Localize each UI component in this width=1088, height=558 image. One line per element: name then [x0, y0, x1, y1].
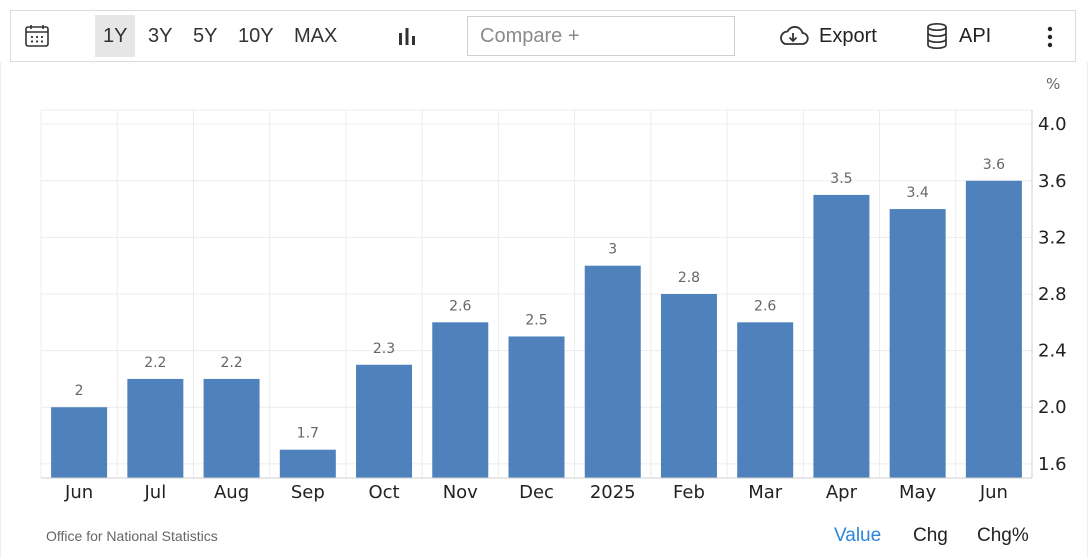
- y-tick-label: 2.4: [1038, 341, 1067, 362]
- chart-toolbar: 1Y 3Y 5Y 10Y MAX Export: [10, 10, 1076, 62]
- bar[interactable]: [279, 449, 336, 478]
- bar[interactable]: [737, 322, 794, 478]
- api-label: API: [959, 24, 992, 47]
- data-label: 2.6: [754, 298, 776, 314]
- compare-input[interactable]: [467, 16, 735, 56]
- y-tick-label: 3.2: [1038, 227, 1067, 248]
- range-3y-button[interactable]: 3Y: [148, 24, 173, 47]
- tab-chg[interactable]: Chg: [913, 525, 948, 546]
- x-tick-label: Dec: [519, 482, 554, 503]
- more-vertical-icon[interactable]: [1041, 23, 1059, 51]
- data-label: 2.2: [144, 355, 166, 371]
- bar-chart: 2 Jun 2.2 Jul 2.2 Aug 1.7 Sep 2.3 Oct 2.6 Nov 2.5 Dec…: [40, 75, 1067, 503]
- data-label: 2.3: [373, 341, 395, 357]
- bar[interactable]: [432, 322, 489, 478]
- x-tick-label: Jun: [64, 482, 93, 503]
- bar[interactable]: [356, 364, 413, 478]
- bar[interactable]: [813, 194, 870, 478]
- x-tick-label: Mar: [748, 482, 783, 503]
- database-icon: [925, 22, 949, 50]
- x-tick-label: Sep: [291, 482, 325, 503]
- chart-area: 2 Jun 2.2 Jul 2.2 Aug 1.7 Sep 2.3 Oct 2.6 Nov 2.5 Dec…: [0, 62, 1088, 558]
- data-label: 2: [75, 383, 84, 399]
- bar[interactable]: [584, 265, 641, 478]
- bar[interactable]: [51, 407, 108, 478]
- y-tick-label: 4.0: [1038, 114, 1067, 135]
- bar[interactable]: [508, 336, 565, 478]
- data-label: 2.8: [678, 270, 700, 286]
- export-label: Export: [819, 24, 877, 47]
- bar[interactable]: [127, 378, 184, 478]
- calendar-icon[interactable]: [23, 22, 51, 50]
- y-unit-label: %: [1046, 75, 1060, 93]
- data-label: 3.5: [830, 171, 852, 187]
- tab-chg-percent[interactable]: Chg%: [977, 525, 1029, 546]
- bar-chart-icon[interactable]: [395, 24, 419, 48]
- x-tick-label: Oct: [368, 482, 399, 503]
- data-label: 3.4: [907, 185, 929, 201]
- data-label: 2.6: [449, 298, 471, 314]
- y-tick-label: 1.6: [1038, 454, 1067, 475]
- cloud-download-icon: [777, 24, 809, 48]
- data-label: 3: [608, 242, 617, 258]
- y-tick-label: 2.8: [1038, 284, 1067, 305]
- x-tick-label: Aug: [214, 482, 249, 503]
- data-label: 2.2: [220, 355, 242, 371]
- data-label: 3.6: [983, 157, 1005, 173]
- x-tick-label: Feb: [673, 482, 705, 503]
- data-label: 1.7: [297, 426, 319, 442]
- range-1y-button[interactable]: 1Y: [95, 15, 136, 57]
- source-label: Office for National Statistics: [46, 528, 218, 544]
- bar[interactable]: [660, 294, 717, 478]
- export-button[interactable]: Export: [777, 19, 877, 53]
- x-tick-label: Apr: [826, 482, 858, 503]
- data-label: 2.5: [525, 312, 547, 328]
- x-tick-label: Nov: [443, 482, 478, 503]
- x-tick-label: 2025: [590, 482, 636, 503]
- x-tick-label: Jun: [979, 482, 1008, 503]
- y-tick-label: 3.6: [1038, 171, 1067, 192]
- bar[interactable]: [203, 378, 260, 478]
- y-tick-label: 2.0: [1038, 397, 1067, 418]
- range-max-button[interactable]: MAX: [294, 24, 338, 47]
- bar[interactable]: [965, 180, 1022, 478]
- bar[interactable]: [889, 209, 946, 479]
- range-5y-button[interactable]: 5Y: [193, 24, 218, 47]
- range-10y-button[interactable]: 10Y: [238, 24, 274, 47]
- tab-value[interactable]: Value: [834, 525, 882, 546]
- api-button[interactable]: API: [925, 19, 991, 53]
- x-tick-label: Jul: [143, 482, 166, 503]
- x-tick-label: May: [899, 482, 937, 503]
